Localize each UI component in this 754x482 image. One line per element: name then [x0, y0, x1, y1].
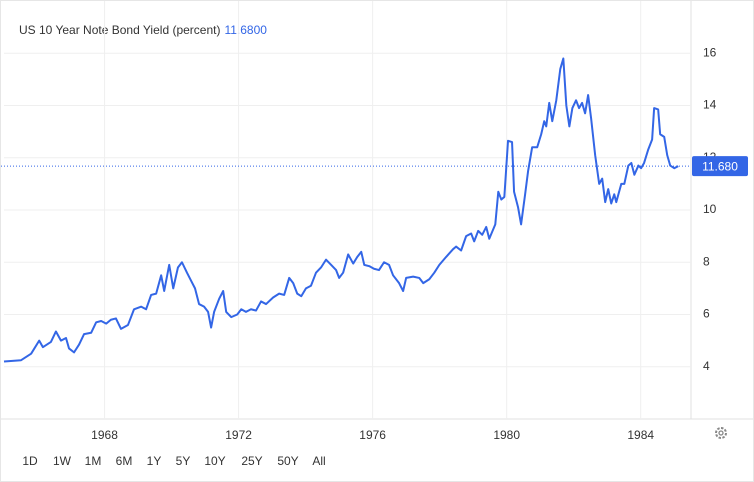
x-tick-label: 1984 — [627, 428, 654, 442]
range-button[interactable]: 1D — [22, 454, 38, 468]
y-tick-label: 4 — [703, 359, 710, 373]
x-tick-label: 1972 — [225, 428, 252, 442]
x-tick-label: 1980 — [493, 428, 520, 442]
range-button[interactable]: 1W — [53, 454, 72, 468]
current-value-label: 11.680 — [702, 159, 738, 173]
y-tick-label: 10 — [703, 202, 717, 216]
y-tick-label: 8 — [703, 254, 710, 268]
range-button[interactable]: All — [312, 454, 325, 468]
data-line — [3, 57, 679, 363]
range-button[interactable]: 50Y — [277, 454, 298, 468]
range-button[interactable]: 25Y — [241, 454, 262, 468]
range-button[interactable]: 5Y — [176, 454, 191, 468]
y-tick-label: 6 — [703, 307, 710, 321]
settings-icon[interactable] — [715, 427, 727, 439]
range-button[interactable]: 1M — [85, 454, 102, 468]
range-button[interactable]: 1Y — [147, 454, 162, 468]
range-button[interactable]: 6M — [116, 454, 133, 468]
title-value: 11.6800 — [224, 23, 267, 37]
y-tick-label: 16 — [703, 45, 717, 59]
current-value-badge — [692, 156, 748, 177]
x-tick-label: 1968 — [91, 428, 118, 442]
x-tick-label: 1976 — [359, 428, 386, 442]
y-tick-label: 14 — [703, 98, 717, 112]
chart-title: US 10 Year Note Bond Yield (percent) — [19, 23, 220, 37]
range-button[interactable]: 10Y — [204, 454, 225, 468]
